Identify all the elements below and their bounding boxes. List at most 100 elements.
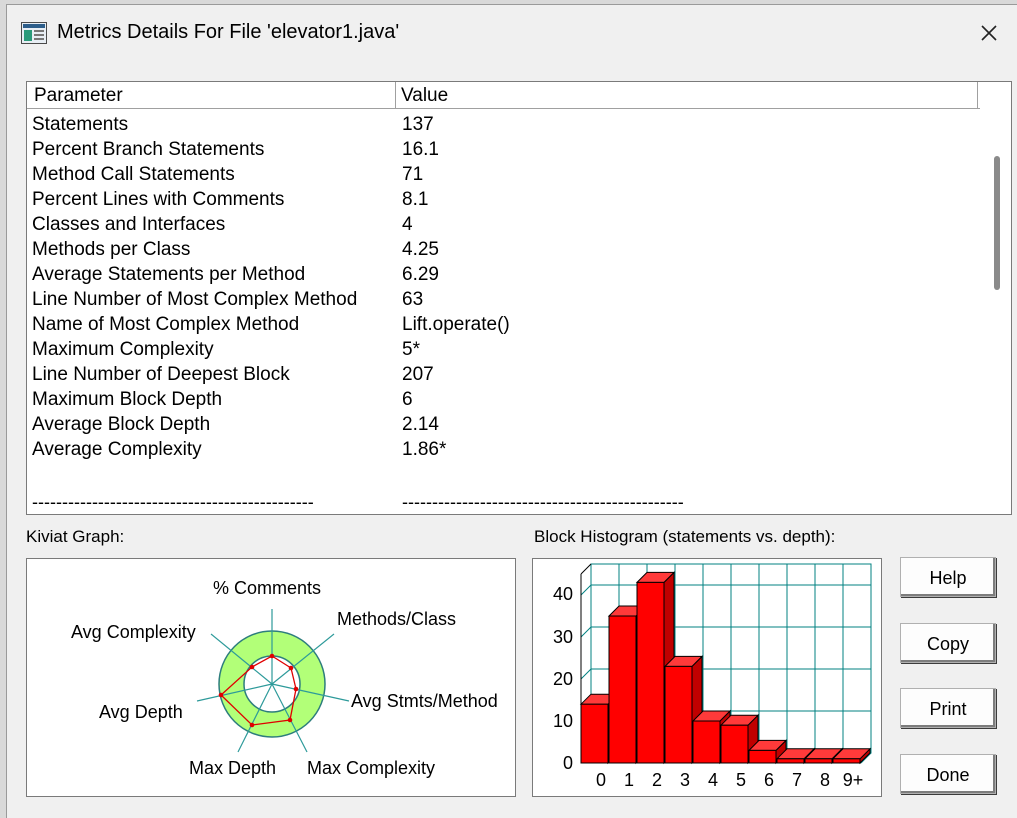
x-tick-label: 1 bbox=[624, 770, 634, 790]
table-row[interactable]: Statements 137 bbox=[27, 112, 980, 137]
x-tick-label: 2 bbox=[652, 770, 662, 790]
histogram-x-axis: 0 1 2 3 4 5 6 7 8 9+ bbox=[596, 770, 863, 790]
table-row[interactable]: Line Number of Deepest Block 207 bbox=[27, 362, 980, 387]
separator-line-left: ----------------------------------------… bbox=[32, 492, 314, 512]
grid-line bbox=[860, 752, 872, 764]
table-row[interactable]: Name of Most Complex Method Lift.operate(… bbox=[27, 312, 980, 337]
value-cell: 63 bbox=[402, 289, 424, 310]
parameter-cell: Method Call Statements bbox=[32, 164, 235, 185]
value-cell: 71 bbox=[402, 164, 424, 185]
grid-line bbox=[580, 668, 592, 680]
y-tick-label: 10 bbox=[553, 711, 573, 731]
close-icon bbox=[981, 25, 997, 41]
parameter-cell: Line Number of Deepest Block bbox=[32, 364, 290, 385]
column-header-parameter[interactable]: Parameter bbox=[34, 85, 123, 106]
bar-front bbox=[776, 758, 805, 764]
histogram-bar bbox=[831, 747, 872, 765]
scrollbar-thumb[interactable] bbox=[994, 156, 1000, 290]
help-button[interactable]: Help bbox=[900, 557, 996, 597]
kiviat-value-markers bbox=[218, 653, 299, 728]
y-tick-label: 20 bbox=[553, 669, 573, 689]
value-cell: 6 bbox=[402, 389, 413, 410]
y-axis-line bbox=[580, 563, 592, 575]
table-row[interactable]: Average Complexity 1.86* bbox=[27, 437, 980, 462]
value-cell: 16.1 bbox=[402, 139, 439, 160]
parameter-cell: Classes and Interfaces bbox=[32, 214, 226, 235]
parameter-cell: Maximum Complexity bbox=[32, 339, 214, 360]
window-title: Metrics Details For File 'elevator1.java… bbox=[57, 21, 400, 43]
x-tick-label: 0 bbox=[596, 770, 606, 790]
column-divider[interactable] bbox=[395, 82, 396, 108]
grid-line bbox=[580, 626, 592, 638]
block-histogram-label: Block Histogram (statements vs. depth): bbox=[534, 527, 836, 546]
metrics-table[interactable]: Parameter Value Statements 137 Percent Br… bbox=[26, 81, 1012, 515]
axis-label-avg-complexity: Avg Complexity bbox=[71, 622, 196, 642]
value-cell: 6.29 bbox=[402, 264, 439, 285]
print-button[interactable]: Print bbox=[900, 688, 996, 728]
table-row[interactable]: Maximum Complexity 5* bbox=[27, 337, 980, 362]
table-row[interactable]: Average Block Depth 2.14 bbox=[27, 412, 980, 437]
x-tick-label: 7 bbox=[792, 770, 802, 790]
value-cell: 207 bbox=[402, 364, 434, 385]
y-tick-label: 30 bbox=[553, 627, 573, 647]
bar-front bbox=[664, 665, 693, 764]
y-tick-label: 0 bbox=[563, 753, 573, 773]
parameter-cell: Average Block Depth bbox=[32, 414, 211, 435]
axis-label-avg-depth: Avg Depth bbox=[99, 702, 183, 722]
table-row[interactable]: Method Call Statements 71 bbox=[27, 162, 980, 187]
column-divider[interactable] bbox=[977, 82, 978, 108]
value-cell: 5* bbox=[402, 339, 420, 360]
parameter-cell: Average Statements per Method bbox=[32, 264, 306, 285]
x-tick-label: 8 bbox=[820, 770, 830, 790]
parameter-cell: Name of Most Complex Method bbox=[32, 314, 300, 335]
bar-front bbox=[580, 703, 609, 764]
bar-front bbox=[832, 758, 861, 764]
table-rows: Statements 137 Percent Branch Statements 1… bbox=[27, 112, 980, 462]
metrics-details-window: Metrics Details For File 'elevator1.java… bbox=[6, 4, 1017, 818]
histogram-bars bbox=[579, 571, 872, 765]
bar-front bbox=[636, 581, 665, 764]
value-cell: 4 bbox=[402, 214, 413, 235]
table-row[interactable]: Maximum Block Depth 6 bbox=[27, 387, 980, 412]
x-tick-label: 9+ bbox=[843, 770, 864, 790]
table-row[interactable]: Classes and Interfaces 4 bbox=[27, 212, 980, 237]
axis-label-comments: % Comments bbox=[213, 578, 321, 598]
parameter-cell: Average Complexity bbox=[32, 439, 202, 460]
table-row[interactable]: Methods per Class 4.25 bbox=[27, 237, 980, 262]
bar-front bbox=[748, 749, 777, 764]
axis-label-methods-class: Methods/Class bbox=[337, 609, 456, 629]
x-tick-label: 4 bbox=[708, 770, 718, 790]
value-cell: 4.25 bbox=[402, 239, 439, 260]
separator-line-right: ----------------------------------------… bbox=[402, 492, 684, 512]
table-row[interactable]: Average Statements per Method 6.29 bbox=[27, 262, 980, 287]
close-button[interactable] bbox=[960, 5, 1017, 61]
kiviat-value-polygon bbox=[220, 655, 297, 726]
column-header-value[interactable]: Value bbox=[401, 85, 449, 106]
x-tick-label: 5 bbox=[736, 770, 746, 790]
parameter-cell: Percent Lines with Comments bbox=[32, 189, 285, 210]
copy-button[interactable]: Copy bbox=[900, 623, 996, 663]
kiviat-graph-label: Kiviat Graph: bbox=[26, 527, 125, 546]
parameter-cell: Methods per Class bbox=[32, 239, 191, 260]
histogram-y-axis: 40 30 20 10 0 bbox=[553, 584, 573, 773]
bar-front bbox=[804, 758, 833, 764]
parameter-cell: Percent Branch Statements bbox=[32, 139, 265, 160]
parameter-cell: Statements bbox=[32, 114, 129, 135]
x-tick-label: 6 bbox=[764, 770, 774, 790]
value-cell: 137 bbox=[402, 114, 434, 135]
vertical-scrollbar[interactable] bbox=[983, 82, 1011, 514]
value-cell: Lift.operate() bbox=[402, 314, 510, 335]
axis-label-max-complexity: Max Complexity bbox=[307, 758, 435, 778]
histogram-bar bbox=[719, 713, 760, 765]
kiviat-graph: % Comments Methods/Class Avg Stmts/Metho… bbox=[26, 558, 516, 797]
table-row[interactable]: Percent Branch Statements 16.1 bbox=[27, 137, 980, 162]
table-row[interactable]: Percent Lines with Comments 8.1 bbox=[27, 187, 980, 212]
title-bar: Metrics Details For File 'elevator1.java… bbox=[7, 5, 1017, 61]
done-button[interactable]: Done bbox=[900, 754, 996, 794]
window-app-icon bbox=[21, 22, 47, 44]
bar-front bbox=[720, 724, 749, 764]
x-tick-label: 3 bbox=[680, 770, 690, 790]
value-cell: 2.14 bbox=[402, 414, 439, 435]
histogram-bar bbox=[635, 571, 676, 765]
table-row[interactable]: Line Number of Most Complex Method 63 bbox=[27, 287, 980, 312]
